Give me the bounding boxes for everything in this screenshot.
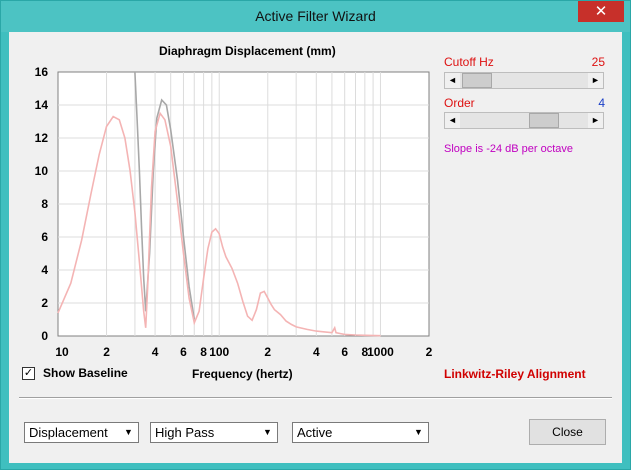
slope-text: Slope is -24 dB per octave bbox=[444, 143, 574, 155]
x-tick-label: 4 bbox=[313, 345, 320, 359]
view-select[interactable]: Displacement ▼ bbox=[24, 422, 139, 443]
y-tick-label: 4 bbox=[41, 263, 48, 277]
y-tick-label: 10 bbox=[35, 164, 49, 178]
chart-title: Diaphragm Displacement (mm) bbox=[159, 44, 336, 58]
y-tick-label: 2 bbox=[41, 296, 48, 310]
title-bar: Active Filter Wizard ✕ bbox=[1, 1, 630, 32]
order-right-arrow-icon[interactable]: ► bbox=[588, 113, 603, 128]
chevron-down-icon[interactable]: ▼ bbox=[263, 427, 272, 437]
order-value: 4 bbox=[598, 96, 605, 110]
y-tick-label: 8 bbox=[41, 197, 48, 211]
dialog-client: Diaphragm Displacement (mm) 0 2 4 6 8 10 12 14 1… bbox=[9, 32, 622, 463]
order-label: Order bbox=[444, 96, 475, 110]
show-baseline-checkbox[interactable]: ✓ bbox=[22, 366, 35, 380]
y-tick-label: 12 bbox=[35, 131, 49, 145]
cutoff-thumb[interactable] bbox=[462, 73, 493, 88]
y-tick-label: 14 bbox=[35, 98, 49, 112]
x-tick-label: 6 bbox=[341, 345, 348, 359]
series-line bbox=[57, 111, 381, 337]
filter-type-select[interactable]: High Pass ▼ bbox=[150, 422, 278, 443]
cutoff-value: 25 bbox=[591, 55, 605, 69]
cutoff-left-arrow-icon[interactable]: ◄ bbox=[445, 73, 460, 88]
x-tick-label: 8 bbox=[361, 345, 368, 359]
cutoff-right-arrow-icon[interactable]: ► bbox=[588, 73, 603, 88]
order-thumb[interactable] bbox=[529, 113, 560, 128]
x-tick-label: 2 bbox=[426, 345, 433, 359]
x-tick-label: 100 bbox=[209, 345, 229, 359]
order-scrollbar[interactable]: ◄ ► bbox=[444, 112, 604, 129]
x-tick-label: 10 bbox=[55, 345, 69, 359]
window-title: Active Filter Wizard bbox=[255, 8, 376, 24]
y-tick-label: 16 bbox=[35, 65, 49, 79]
alignment-text: Linkwitz-Riley Alignment bbox=[444, 367, 586, 381]
x-tick-label: 4 bbox=[152, 345, 159, 359]
mode-select-value: Active bbox=[297, 425, 333, 440]
y-tick-label: 6 bbox=[41, 230, 48, 244]
cutoff-scrollbar[interactable]: ◄ ► bbox=[444, 72, 604, 89]
x-tick-label: 2 bbox=[264, 345, 271, 359]
y-tick-label: 0 bbox=[41, 329, 48, 343]
show-baseline-label: Show Baseline bbox=[43, 366, 128, 380]
order-left-arrow-icon[interactable]: ◄ bbox=[445, 113, 460, 128]
x-tick-label: 8 bbox=[200, 345, 207, 359]
divider bbox=[19, 397, 612, 399]
chevron-down-icon[interactable]: ▼ bbox=[414, 427, 423, 437]
close-button[interactable]: Close bbox=[529, 419, 606, 445]
chevron-down-icon[interactable]: ▼ bbox=[124, 427, 133, 437]
x-tick-label: 2 bbox=[103, 345, 110, 359]
filter-type-select-value: High Pass bbox=[155, 425, 215, 440]
mode-select[interactable]: Active ▼ bbox=[292, 422, 429, 443]
show-baseline-row[interactable]: ✓ Show Baseline bbox=[22, 366, 128, 380]
window-close-button[interactable]: ✕ bbox=[578, 1, 624, 22]
x-tick-label: 6 bbox=[180, 345, 187, 359]
cutoff-label: Cutoff Hz bbox=[444, 55, 494, 69]
view-select-value: Displacement bbox=[29, 425, 108, 440]
x-tick-label: 1000 bbox=[367, 345, 394, 359]
x-axis-label: Frequency (hertz) bbox=[192, 367, 293, 381]
